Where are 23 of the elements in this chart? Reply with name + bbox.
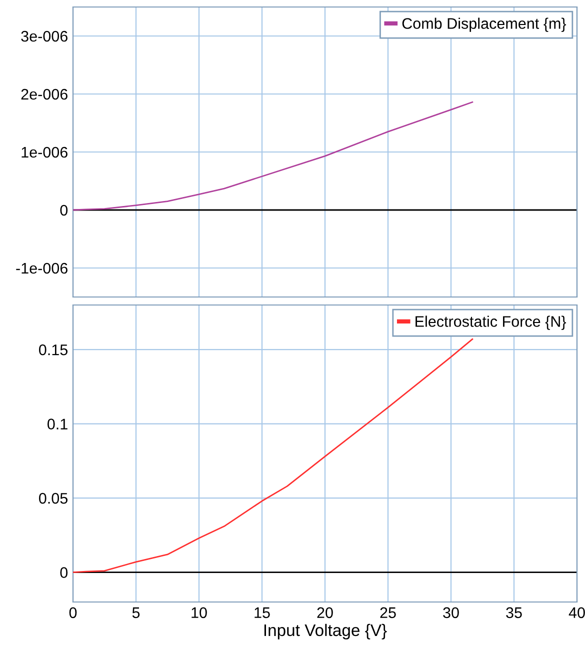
x-tick-label: 10 — [192, 607, 207, 618]
y-tick-label: 0.05 — [39, 492, 68, 504]
y-tick-label: 0 — [60, 567, 68, 578]
line-series — [73, 338, 474, 573]
y-tick-label: 2e-006 — [21, 88, 68, 100]
x-axis-title: Input Voltage {V} — [264, 624, 387, 640]
y-tick-label: 0.1 — [48, 418, 68, 430]
x-tick-label: 20 — [317, 607, 333, 618]
x-tick-label: 25 — [380, 607, 396, 618]
x-tick-label: 35 — [506, 607, 522, 618]
x-tick-label: 30 — [443, 607, 459, 618]
y-tick-label: 0.15 — [39, 344, 68, 356]
y-tick-label: -1e-006 — [16, 262, 68, 274]
y-tick-label: 1e-006 — [22, 146, 68, 158]
legend-label: Comb Displacement {m} — [402, 18, 566, 32]
line-series — [73, 101, 474, 211]
x-tick-label: 5 — [132, 607, 140, 618]
legend-label: Electrostatic Force {N} — [416, 316, 566, 330]
x-tick-label: 15 — [254, 607, 270, 618]
y-tick-label: 0 — [60, 204, 68, 216]
y-tick-label: 3e-006 — [21, 30, 68, 42]
x-tick-label: 40 — [568, 607, 585, 618]
x-tick-label: 0 — [69, 607, 77, 618]
